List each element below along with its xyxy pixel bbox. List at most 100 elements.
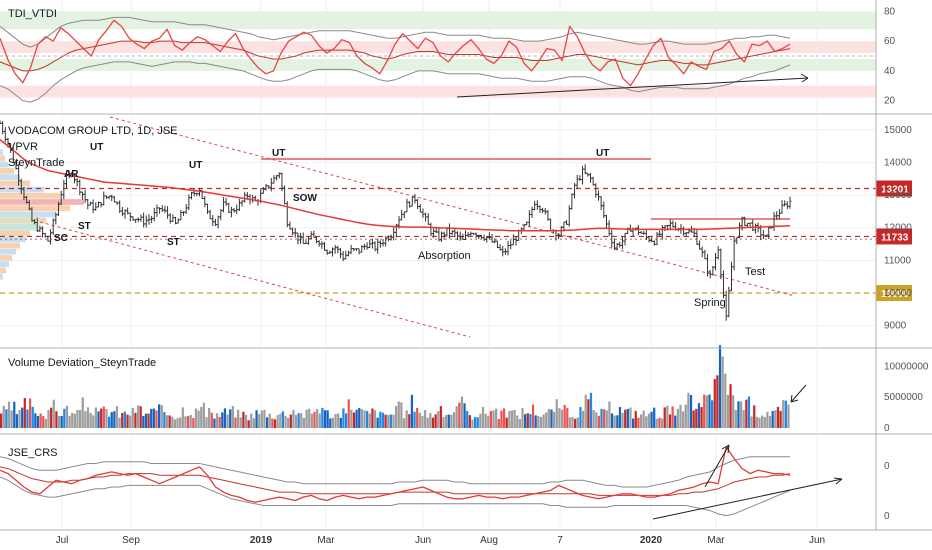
x-label-6: 7 [557,535,563,546]
price-bar [91,199,95,214]
volume-bar [168,415,171,428]
price-bar [142,212,146,228]
volume-bar [221,412,224,428]
x-label-7: 2020 [640,535,663,546]
volume-bar [189,414,192,428]
volume-bar [363,410,366,428]
x-label-3: Mar [317,535,335,546]
price-bar [96,201,100,208]
price-scales: 2040608013201117331000090001000011000120… [876,6,929,522]
price-bar [711,266,715,276]
volume-bar [244,414,248,428]
volume-bar [252,418,256,428]
volume-bar [658,417,661,428]
price-bar [219,209,223,221]
volume-bar [139,406,142,428]
volume-title: Volume Deviation_SteynTrade [8,357,156,369]
crs-pane[interactable]: JSE_CRS [0,436,843,528]
volume-bar [381,412,385,428]
vol-ytick-0: 0 [884,423,890,434]
price-bar [224,197,228,207]
volume-bar [634,410,637,428]
volume-bar [447,414,450,428]
price-bar [147,214,151,225]
price-bar [131,216,135,221]
volume-bar [89,412,92,428]
price-bar [400,209,404,221]
vpvr-row-7 [0,230,30,236]
price-bar [123,209,127,219]
volume-bar [474,417,477,428]
volume-bar [205,417,208,428]
price-bar [216,215,220,229]
price-bar [453,228,457,238]
volume-bar [724,373,727,428]
volume-bar [684,404,687,428]
volume-bar [2,405,5,428]
price-ytick-3: 12000 [884,223,912,234]
volume-bar [92,415,95,428]
volume-bar [671,406,674,428]
volume-bar [397,401,400,428]
price-bar [655,231,659,246]
price-bar [368,239,372,249]
volume-bar [52,399,55,428]
volume-bar [36,416,40,428]
price-bar [581,165,585,185]
crs-ytick-0: 0 [884,461,890,472]
price-bar [184,204,188,214]
volume-bar [316,409,319,428]
volume-bar [560,409,564,428]
pane-separators [0,0,932,531]
volume-bar [376,417,379,428]
volume-pane[interactable]: Volume Deviation_SteynTrade [0,345,818,432]
volume-bar [600,408,603,428]
price-bar [115,201,119,206]
tdi-series-0 [0,19,791,87]
price-bar [700,246,704,258]
volume-bar [502,408,506,428]
volume-bar [136,405,140,428]
volume-bar [302,417,306,428]
price-bar [264,183,268,191]
volume-bar [155,410,158,428]
price-bar [376,238,380,254]
volume-bar [621,412,624,428]
volume-bar [642,410,645,428]
crs-series [0,446,791,517]
volume-bar [779,410,782,428]
price-bar [179,209,183,221]
price-bar [604,214,608,229]
volume-bar [624,409,627,428]
volume-bar [84,411,87,428]
price-bar [163,205,167,214]
vpvr-label: VPVR [8,141,38,153]
volume-bar [358,408,361,428]
volume-bar [705,395,708,428]
volume-bar [179,417,182,428]
volume-bar [197,410,200,428]
price-bar [589,172,593,183]
volume-bar [463,403,466,428]
volume-bar [342,408,345,428]
price-bar [501,245,505,257]
volume-bar [632,418,635,428]
volume-bar [323,410,327,428]
tdi-pane[interactable]: TDI_VTDI [0,0,876,112]
volume-bar [550,409,553,428]
price-bar [495,240,499,249]
vpvr-row-3 [0,255,12,261]
vpvr-row-11 [0,205,70,212]
price-bar [533,200,537,211]
price-pane[interactable]: VODACOM GROUP LTD, 1D, JSE VPVR SteynTra… [0,116,876,346]
vpvr-row-18 [0,161,8,168]
volume-bar [487,415,490,428]
volume-bar [171,416,174,428]
price-bar [729,261,733,292]
volume-bar [237,409,240,428]
volume-bar [81,397,84,428]
volume-bar [294,414,298,428]
price-bar [328,250,332,254]
price-bar [714,253,718,271]
volume-bar [508,410,511,428]
